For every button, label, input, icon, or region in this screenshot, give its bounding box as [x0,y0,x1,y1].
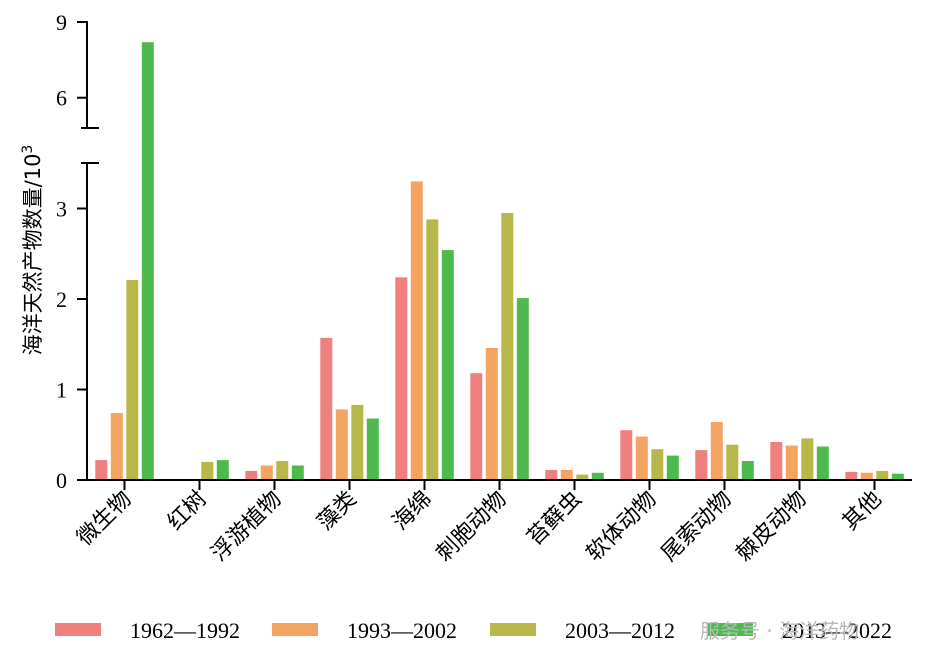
bar [620,430,633,480]
bar [860,472,873,480]
legend-swatch [707,623,753,636]
bar [560,470,573,480]
bar [485,347,498,480]
bar [141,42,154,480]
bar [216,460,229,480]
bar [591,472,604,480]
bar [410,181,423,480]
legend-label: 1993—2002 [347,618,457,643]
y-axis-label-text: 海洋天然产物数量/10 [21,154,45,356]
legend-swatch [490,623,536,636]
bar [726,444,739,480]
bar [695,450,708,480]
bar [351,404,364,480]
y-tick-label: 2 [56,287,67,312]
bar [576,474,589,480]
bar [95,460,108,480]
bar [710,422,723,480]
bar [876,470,889,480]
bar [770,442,783,480]
bar [470,373,483,480]
bar [110,413,123,480]
bar [276,461,289,480]
bar [845,471,858,480]
legend-label: 2003—2012 [565,618,675,643]
bar [651,449,664,480]
x-category-label: 尾索动物 [657,487,737,567]
x-category-label: 浮游植物 [207,487,287,567]
bar [545,470,558,480]
bar [335,409,348,480]
legend-swatch [272,623,318,636]
bar [395,277,408,480]
bar [291,465,304,480]
y-tick-label: 6 [56,86,67,111]
bar [801,438,814,480]
bar [501,213,514,480]
legend: 1962—1992 1993—2002 2003—2012 2013—2022 [55,618,892,643]
bar [785,445,798,480]
y-ticks-layer: 0 1 2 3 6 9 [56,10,87,493]
x-category-label: 藻类 [313,487,362,536]
bar [366,418,379,480]
legend-swatch [55,623,101,636]
watermark: 服务号 · 海洋药物 [700,619,859,643]
y-tick-label: 0 [56,468,67,493]
bar [516,298,529,480]
bar [320,337,333,480]
x-category-label: 刺胞动物 [432,487,512,567]
bar [245,470,258,480]
y-tick-label: 3 [56,197,67,222]
bars-layer [95,42,904,480]
legend-label: 1962—1992 [130,618,240,643]
bar [260,465,273,480]
bar [816,446,829,480]
x-category-label: 其他 [838,487,887,536]
bar [741,461,754,480]
y-tick-label: 1 [56,378,67,403]
y-axis-label-sup: 3 [20,145,36,154]
x-category-label: 红树 [163,487,212,536]
bar [635,436,648,480]
bar [891,473,904,480]
legend-label: 2013—2022 [782,618,892,643]
bar [426,219,439,480]
y-tick-label: 9 [56,10,67,35]
x-category-label: 苔藓虫 [522,487,586,551]
x-category-label: 微生物 [72,487,136,551]
bar [666,455,679,480]
x-category-label: 棘皮动物 [732,487,812,567]
x-category-label: 海绵 [388,487,437,536]
bar [441,250,454,480]
x-category-label: 软体动物 [582,487,662,567]
bar [201,461,214,480]
y-axis-label: 海洋天然产物数量/103 [20,145,45,356]
bar [126,280,139,480]
